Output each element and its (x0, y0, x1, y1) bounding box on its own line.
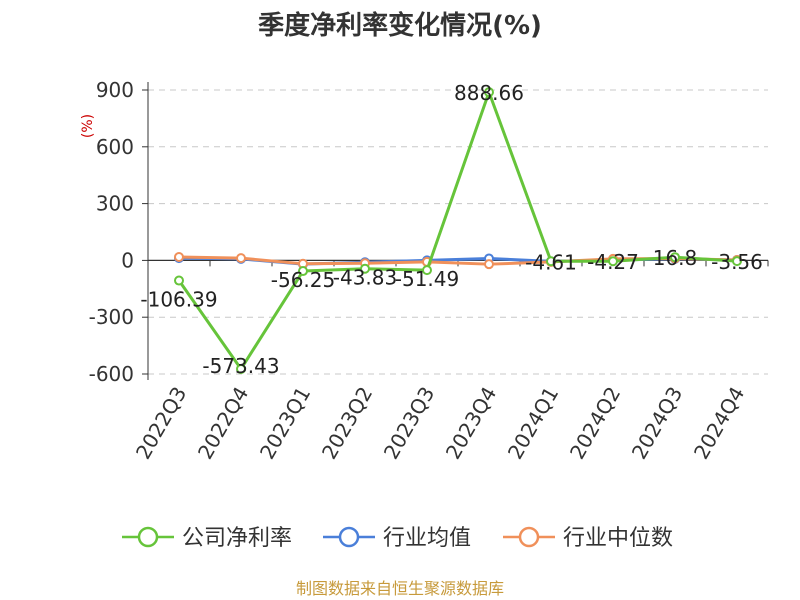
data-label: -4.27 (587, 250, 639, 274)
series-layer (174, 87, 742, 374)
data-labels: -106.39 -573.43 -56.25-43.83-51.49 888.66 -4… (140, 81, 762, 378)
y-tick-label: -600 (89, 362, 134, 386)
data-point (236, 253, 246, 264)
grid (148, 89, 768, 375)
x-tick-label: 2023Q1 (255, 383, 315, 464)
data-label: -3.56 (711, 250, 763, 274)
y-tick-label: -300 (89, 305, 134, 329)
data-point (360, 263, 370, 274)
legend-marker (137, 526, 159, 548)
x-tick-label: 2024Q1 (503, 383, 563, 464)
y-tick-label: 600 (96, 135, 134, 159)
x-tick-label: 2023Q3 (379, 383, 439, 464)
legend-marker (338, 526, 360, 548)
legend-label: 公司净利率 (182, 526, 292, 551)
data-label: -4.61 (525, 250, 577, 274)
chart-title: 季度净利率变化情况(%) (258, 10, 542, 41)
y-axis-label: (%) (80, 114, 96, 138)
x-tick-label: 2024Q2 (565, 383, 625, 464)
y-tick-label: 900 (96, 78, 134, 102)
x-tick-label: 2024Q4 (689, 383, 749, 464)
y-tick-label: 300 (96, 192, 134, 216)
data-label: -573.43 (202, 354, 279, 378)
legend-label: 行业中位数 (563, 526, 673, 551)
data-point (484, 87, 494, 98)
x-tick-label: 2022Q4 (193, 383, 253, 464)
data-point (236, 363, 246, 374)
data-point (174, 251, 184, 262)
data-label: -43.83 (333, 266, 397, 290)
x-tick-label: 2023Q2 (317, 383, 377, 464)
data-point (422, 265, 432, 276)
series-line (177, 90, 738, 371)
data-point (484, 259, 494, 270)
data-point (298, 266, 308, 277)
data-point (670, 252, 680, 263)
data-label: -106.39 (140, 288, 217, 312)
data-point (732, 256, 742, 267)
source-note: 制图数据来自恒生聚源数据库 (296, 579, 504, 598)
y-tick-label: 0 (121, 248, 134, 272)
data-point (608, 256, 618, 267)
data-label: -51.49 (395, 267, 459, 291)
legend-label: 行业均值 (383, 526, 471, 551)
data-label: 16.8 (653, 246, 698, 270)
data-point (546, 256, 556, 267)
x-tick-label: 2022Q3 (131, 383, 191, 464)
legend-marker (518, 526, 540, 548)
data-label: -56.25 (271, 268, 335, 292)
x-tick-label: 2024Q3 (627, 383, 687, 464)
data-point (174, 275, 184, 286)
x-tick-label: 2023Q4 (441, 383, 501, 464)
data-label: 888.66 (454, 81, 524, 105)
legend: 公司净利率 行业均值 行业中位数 (122, 526, 673, 551)
